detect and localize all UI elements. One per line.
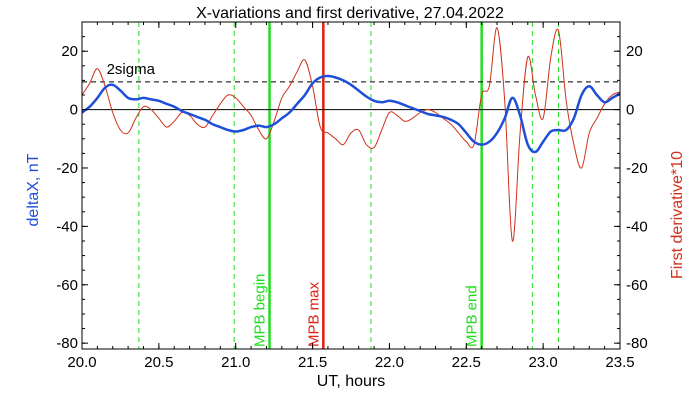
series-line-derivative [82, 27, 620, 242]
y-tick-label-left-0: -80 [56, 335, 78, 352]
y-tick-label-right-1: -60 [626, 277, 648, 294]
x-tick-label-4: 22.0 [375, 354, 404, 371]
reference-lines-layer [82, 81, 620, 111]
annotations-layer: MPB begin MPB max MPB end 2sigma [107, 61, 481, 347]
axis-ticks-layer: 20.0 20.5 21.0 21.5 22.0 22.5 23.0 23.5 -80 -80 -6… [56, 21, 648, 371]
reference-line-label-0: 2sigma [107, 61, 156, 78]
series-line-deltaX [82, 74, 620, 154]
vertical-markers-layer [138, 22, 560, 349]
vertical-marker-label-2: MPB end [464, 285, 481, 347]
plot-area: MPB begin MPB max MPB end 2sigma [82, 22, 620, 349]
x-tick-label-6: 23.0 [529, 354, 558, 371]
y-tick-label-right-2: -40 [626, 218, 648, 235]
vertical-marker-label-1: MPB max [305, 281, 322, 347]
y-axis-left-title: deltaX, nT [25, 153, 42, 226]
x-tick-label-1: 20.5 [144, 354, 173, 371]
x-tick-label-7: 23.5 [605, 354, 634, 371]
y-tick-label-left-4: 0 [70, 102, 78, 119]
y-tick-label-right-0: -80 [626, 335, 648, 352]
y-tick-label-left-1: -60 [56, 277, 78, 294]
x-tick-label-3: 21.5 [298, 354, 327, 371]
x-axis-title: UT, hours [317, 373, 385, 390]
y-tick-label-left-3: -20 [56, 160, 78, 177]
series-layer [82, 27, 620, 242]
y-tick-label-left-5: 20 [61, 43, 78, 60]
vertical-marker-label-0: MPB begin [252, 274, 269, 347]
chart-title: X-variations and first derivative, 27.04… [196, 5, 504, 22]
x-tick-label-2: 21.0 [221, 354, 250, 371]
y-tick-label-right-3: -20 [626, 160, 648, 177]
y-axis-right-title: First derivative*10 [669, 151, 686, 279]
y-tick-label-right-5: 20 [626, 43, 643, 60]
plot-frame [81, 21, 621, 350]
y-tick-label-right-4: 0 [626, 102, 634, 119]
x-tick-label-5: 22.5 [452, 354, 481, 371]
x-tick-label-0: 20.0 [67, 354, 96, 371]
y-tick-label-left-2: -40 [56, 218, 78, 235]
